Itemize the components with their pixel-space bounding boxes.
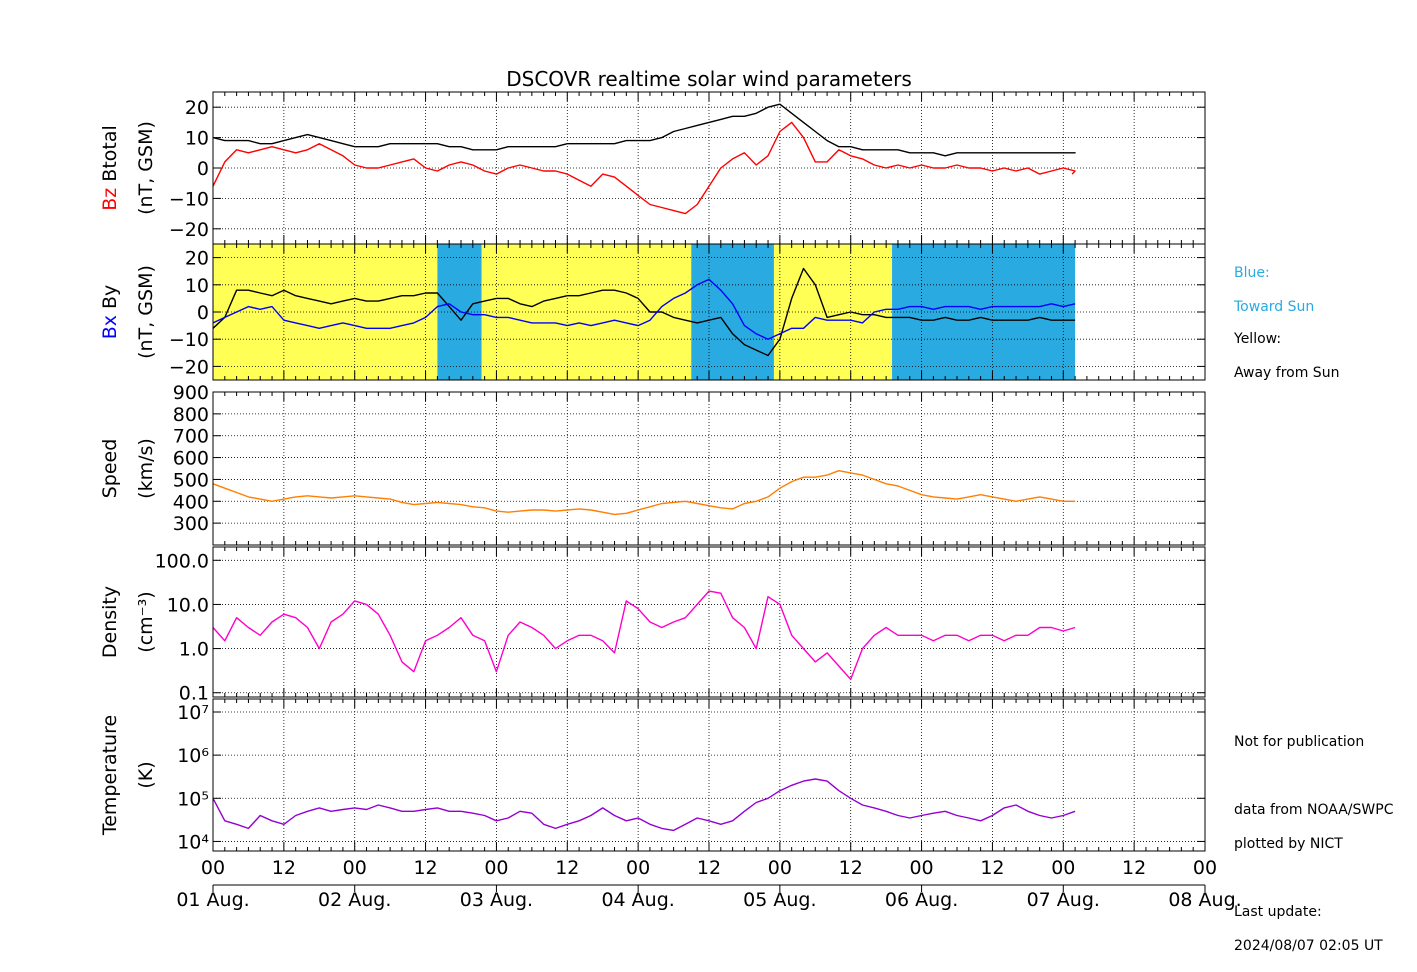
last-update-label: Last update: bbox=[1234, 904, 1322, 920]
solar-wind-figure: DSCOVR realtime solar wind parameters 20… bbox=[99, 67, 1242, 911]
x-date-label: 07 Aug. bbox=[1027, 889, 1100, 911]
y-tick-label: 10⁴ bbox=[177, 831, 209, 853]
chart-title: DSCOVR realtime solar wind parameters bbox=[506, 67, 912, 91]
y-axis-label-units: (nT, GSM) bbox=[135, 265, 157, 359]
y-tick-label: 10 bbox=[185, 275, 209, 297]
x-date-label: 06 Aug. bbox=[885, 889, 958, 911]
legend-yellow-label: Yellow: bbox=[1234, 331, 1282, 347]
x-hour-label: 12 bbox=[980, 857, 1004, 879]
x-hour-label: 12 bbox=[697, 857, 721, 879]
y-tick-label: 100.0 bbox=[155, 550, 209, 572]
x-hour-label: 00 bbox=[1193, 857, 1217, 879]
legend-blue-label: Blue: bbox=[1234, 265, 1270, 281]
legend-away-from-sun: Yellow: Away from Sun bbox=[1234, 314, 1339, 399]
panels: 20 10 0 −10 −20 Bz Btotal (nT, GSM) 20 10 0 −10 −20… bbox=[99, 91, 1206, 853]
legend-yellow-desc: Away from Sun bbox=[1234, 365, 1340, 381]
y-axis-label-main: Speed bbox=[99, 439, 121, 499]
x-date-label: 08 Aug. bbox=[1168, 889, 1241, 911]
panel-bxby: 20 10 0 −10 −20 Bx By (nT, GSM) bbox=[99, 243, 1206, 381]
panel-temperature: 10⁷ 10⁶ 10⁵ 10⁴ Temperature (K) bbox=[99, 698, 1206, 853]
x-hour-label: 12 bbox=[272, 857, 296, 879]
x-hour-label: 00 bbox=[909, 857, 933, 879]
y-axis-label-units: (nT, GSM) bbox=[135, 121, 157, 215]
y-axis-label: Bx By bbox=[99, 285, 121, 340]
y-axis-label-colored: Bx bbox=[99, 309, 121, 339]
legend-toward-sun: Blue: Toward Sun bbox=[1234, 248, 1314, 333]
y-tick-label: 600 bbox=[173, 448, 209, 470]
last-update-value: 2024/08/07 02:05 UT bbox=[1234, 938, 1383, 954]
y-tick-label: 10⁵ bbox=[177, 788, 209, 810]
x-date-label: 04 Aug. bbox=[601, 889, 674, 911]
y-tick-label: 900 bbox=[173, 382, 209, 404]
y-axis-label-main: By bbox=[99, 285, 121, 309]
y-tick-label: 0 bbox=[197, 302, 209, 324]
x-hour-label: 00 bbox=[484, 857, 508, 879]
y-tick-label: 1.0 bbox=[179, 639, 209, 661]
data-source: data from NOAA/SWPC bbox=[1234, 802, 1394, 818]
panel-frame bbox=[212, 546, 1206, 698]
series-line-by bbox=[212, 267, 1076, 357]
y-tick-label: 800 bbox=[173, 404, 209, 426]
y-tick-label: 0 bbox=[197, 158, 209, 180]
y-tick-label: −10 bbox=[169, 188, 209, 210]
y-axis-label-main: Density bbox=[99, 586, 121, 658]
y-tick-label: 700 bbox=[173, 426, 209, 448]
y-axis-label-units: (cm⁻³) bbox=[135, 591, 157, 652]
x-hour-label: 12 bbox=[1122, 857, 1146, 879]
y-axis-label: Speed bbox=[99, 439, 121, 499]
x-hour-label: 12 bbox=[555, 857, 579, 879]
footnotes: Not for publication data from NOAA/SWPC … bbox=[1234, 717, 1393, 972]
y-tick-label: −10 bbox=[169, 329, 209, 351]
x-date-label: 01 Aug. bbox=[176, 889, 249, 911]
x-date-label: 02 Aug. bbox=[318, 889, 391, 911]
y-tick-label: 20 bbox=[185, 97, 209, 119]
x-date-label: 05 Aug. bbox=[743, 889, 816, 911]
x-hour-label: 12 bbox=[839, 857, 863, 879]
y-axis-label-colored: Bz bbox=[99, 182, 121, 211]
plotted-by: plotted by NICT bbox=[1234, 836, 1343, 852]
panel-mag: 20 10 0 −10 −20 Bz Btotal (nT, GSM) bbox=[99, 91, 1206, 245]
series-line-btotal bbox=[212, 103, 1076, 157]
x-hour-label: 00 bbox=[626, 857, 650, 879]
y-tick-label: 20 bbox=[185, 248, 209, 270]
y-tick-label: 0.1 bbox=[179, 683, 209, 705]
series-line-temperature bbox=[212, 778, 1076, 832]
y-axis-label-main: Temperature bbox=[99, 715, 121, 836]
y-axis-label: Temperature bbox=[99, 715, 121, 836]
x-hour-label: 00 bbox=[1051, 857, 1075, 879]
y-tick-label: 10⁷ bbox=[177, 702, 209, 724]
y-axis-label-units: (K) bbox=[135, 761, 157, 788]
panel-frame bbox=[212, 391, 1206, 546]
y-tick-label: 500 bbox=[173, 469, 209, 491]
y-tick-label: −20 bbox=[169, 356, 209, 378]
panel-frame bbox=[212, 243, 1206, 381]
y-axis-label-units: (km/s) bbox=[135, 438, 157, 499]
x-hour-label: 00 bbox=[768, 857, 792, 879]
y-tick-label: 300 bbox=[173, 513, 209, 535]
y-axis-label-main: Btotal bbox=[99, 125, 121, 181]
series-line-bz bbox=[212, 121, 1076, 215]
series-line-speed bbox=[212, 470, 1076, 516]
y-tick-label: 10⁶ bbox=[177, 745, 209, 767]
panel-frame bbox=[212, 698, 1206, 852]
y-tick-label: 10 bbox=[185, 128, 209, 150]
panel-density: 100.0 10.0 1.0 0.1 Density (cm⁻³) bbox=[99, 546, 1206, 705]
series-line-density bbox=[212, 590, 1076, 681]
y-tick-label: 400 bbox=[173, 491, 209, 513]
x-date-label: 03 Aug. bbox=[460, 889, 533, 911]
sector-band-away bbox=[773, 244, 893, 380]
y-axis-label: Bz Btotal bbox=[99, 125, 121, 211]
x-hour-label: 00 bbox=[201, 857, 225, 879]
x-hour-label: 12 bbox=[413, 857, 437, 879]
y-axis-label: Density bbox=[99, 586, 121, 658]
y-tick-label: 10.0 bbox=[167, 594, 209, 616]
x-hour-label: 00 bbox=[343, 857, 367, 879]
not-for-publication: Not for publication bbox=[1234, 734, 1365, 750]
x-axis: 00 12 00 12 00 12 00 12 00 12 00 12 00 12 00 01 Aug. 02 … bbox=[176, 857, 1241, 911]
y-tick-label: −20 bbox=[169, 219, 209, 241]
series-line-bx bbox=[212, 278, 1076, 340]
legend-blue-desc: Toward Sun bbox=[1234, 299, 1315, 315]
